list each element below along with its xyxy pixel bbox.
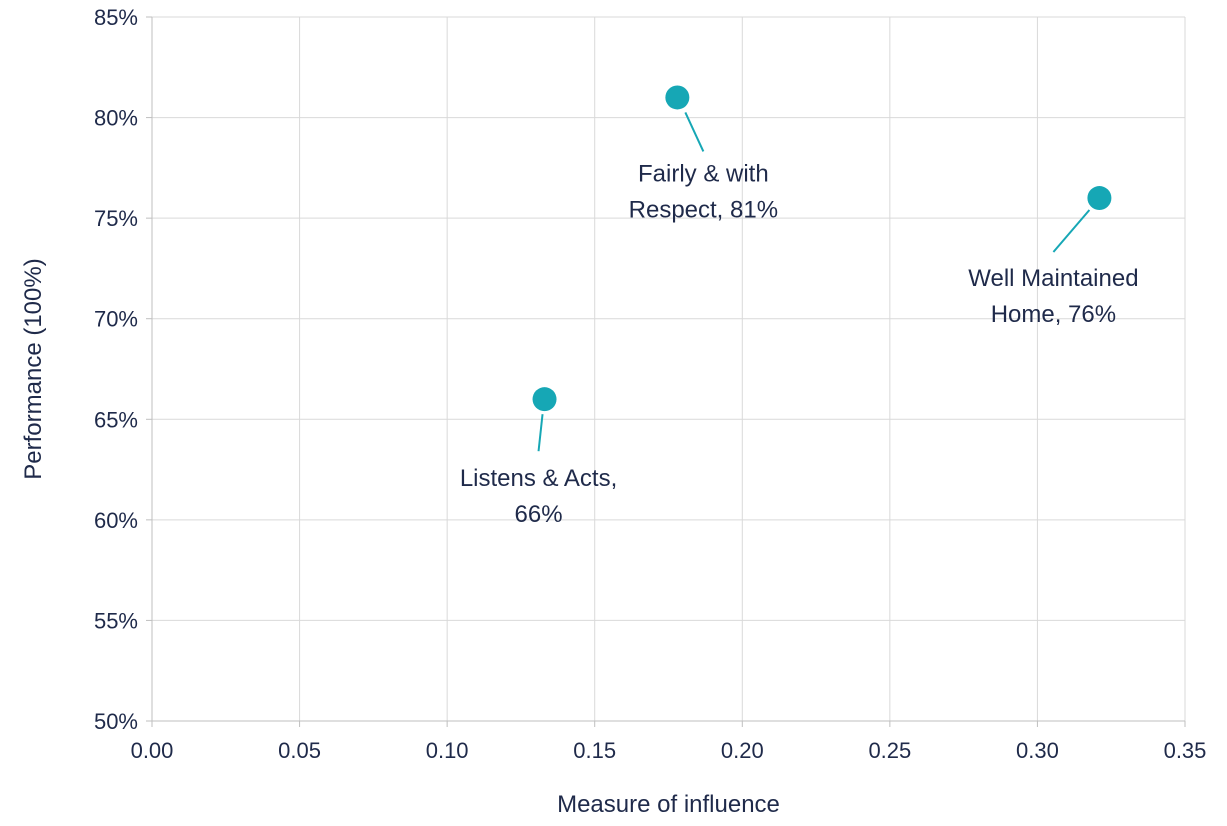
axes xyxy=(151,17,1185,722)
x-tick-label: 0.20 xyxy=(721,738,764,763)
y-tick-label: 55% xyxy=(94,608,138,633)
data-label: Fairly & with Respect, 81% xyxy=(629,160,778,223)
label-leader-line xyxy=(537,414,544,452)
leader-lines xyxy=(537,112,1091,452)
x-tick-label: 0.25 xyxy=(868,738,911,763)
y-tick-label: 60% xyxy=(94,508,138,533)
data-labels: Fairly & with Respect, 81% Well Maintained… xyxy=(460,160,1139,528)
y-tick-label: 50% xyxy=(94,709,138,734)
x-tick-label: 0.00 xyxy=(131,738,174,763)
y-tick-label: 75% xyxy=(94,206,138,231)
label-leader-line xyxy=(684,112,705,152)
x-tick-label: 0.35 xyxy=(1164,738,1207,763)
scatter-point xyxy=(1087,186,1112,211)
y-tick-labels: 50% 55% 60% 65% 70% 75% 80% 85% xyxy=(94,5,138,734)
y-tick-label: 65% xyxy=(94,407,138,432)
y-tick-label: 70% xyxy=(94,307,138,332)
x-tick-label: 0.05 xyxy=(278,738,321,763)
x-axis-title: Measure of influence xyxy=(557,791,780,818)
scatter-point xyxy=(532,387,557,412)
data-points xyxy=(532,85,1112,412)
x-tick-label: 0.10 xyxy=(426,738,469,763)
grid xyxy=(146,16,1186,727)
scatter-point xyxy=(665,85,690,110)
x-tick-label: 0.15 xyxy=(573,738,616,763)
x-tick-labels: 0.00 0.05 0.10 0.15 0.20 0.25 0.30 0.35 xyxy=(131,738,1207,763)
data-label: Listens & Acts, 66% xyxy=(460,465,617,528)
y-axis-title: Performance (100%) xyxy=(20,258,47,479)
y-tick-label: 85% xyxy=(94,5,138,30)
label-leader-line xyxy=(1052,209,1091,253)
y-tick-label: 80% xyxy=(94,106,138,131)
data-label: Well Maintained Home, 76% xyxy=(968,265,1138,328)
x-tick-label: 0.30 xyxy=(1016,738,1059,763)
